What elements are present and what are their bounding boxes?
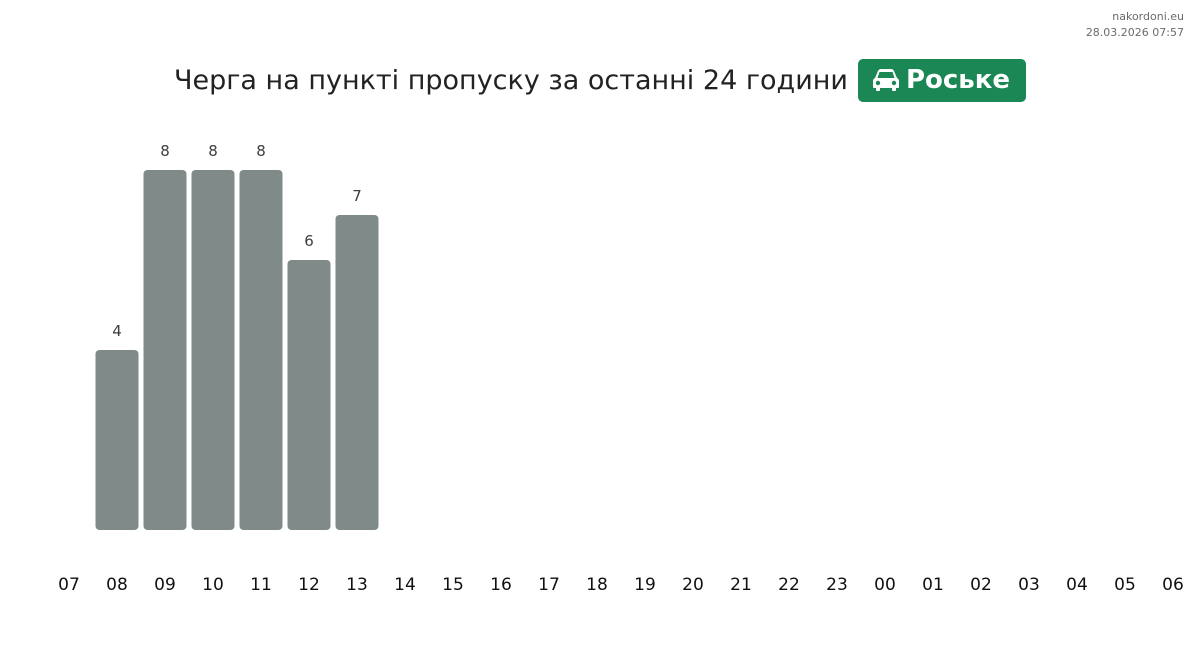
bar-value-label: 8 <box>256 142 266 160</box>
x-tick-label: 13 <box>346 575 368 595</box>
x-tick-label: 08 <box>106 575 128 595</box>
x-tick-label: 23 <box>826 575 848 595</box>
x-tick-label: 10 <box>202 575 224 595</box>
bar-value-label: 7 <box>352 187 362 205</box>
x-tick-label: 00 <box>874 575 896 595</box>
checkpoint-badge: Роське <box>857 58 1027 102</box>
watermark: nakordoni.eu 28.03.2026 07:57 <box>1086 9 1184 41</box>
bar-value-label: 4 <box>112 322 122 340</box>
x-tick-label: 09 <box>154 575 176 595</box>
x-tick-label: 04 <box>1066 575 1088 595</box>
bar <box>287 260 331 530</box>
x-tick-label: 03 <box>1018 575 1040 595</box>
bar-value-label: 8 <box>160 142 170 160</box>
x-tick-label: 07 <box>58 575 80 595</box>
x-tick-label: 22 <box>778 575 800 595</box>
x-tick-label: 17 <box>538 575 560 595</box>
bar-value-label: 6 <box>304 232 314 250</box>
bar <box>95 350 139 530</box>
badge-label: Роське <box>905 65 1011 95</box>
x-tick-label: 01 <box>922 575 944 595</box>
bar <box>335 215 379 530</box>
x-tick-label: 14 <box>394 575 416 595</box>
watermark-timestamp: 28.03.2026 07:57 <box>1085 26 1184 39</box>
x-tick-label: 12 <box>298 575 320 595</box>
car-icon <box>872 69 899 91</box>
bar <box>143 170 187 530</box>
x-tick-label: 05 <box>1114 575 1136 595</box>
x-tick-label: 21 <box>730 575 752 595</box>
x-tick-label: 19 <box>634 575 656 595</box>
x-tick-label: 06 <box>1162 575 1184 595</box>
bar <box>239 170 283 530</box>
bar-value-label: 8 <box>208 142 218 160</box>
bar-labels-group: 4 8 8 8 6 7 <box>112 142 362 340</box>
header: Черга на пункті пропуску за останні 24 г… <box>0 58 1200 102</box>
page-title: Черга на пункті пропуску за останні 24 г… <box>173 64 848 96</box>
x-tick-label: 02 <box>970 575 992 595</box>
x-tick-label: 20 <box>682 575 704 595</box>
bars-group <box>95 170 379 530</box>
x-tick-label: 15 <box>442 575 464 595</box>
x-tick-label: 18 <box>586 575 608 595</box>
x-tick-label: 16 <box>490 575 512 595</box>
bar <box>191 170 235 530</box>
x-tick-label: 11 <box>250 575 272 595</box>
watermark-site: nakordoni.eu <box>1112 10 1184 23</box>
x-axis-ticks: 07 08 09 10 11 12 13 14 15 16 17 18 19 20 21 22 23 00 01 02… <box>58 575 1184 595</box>
